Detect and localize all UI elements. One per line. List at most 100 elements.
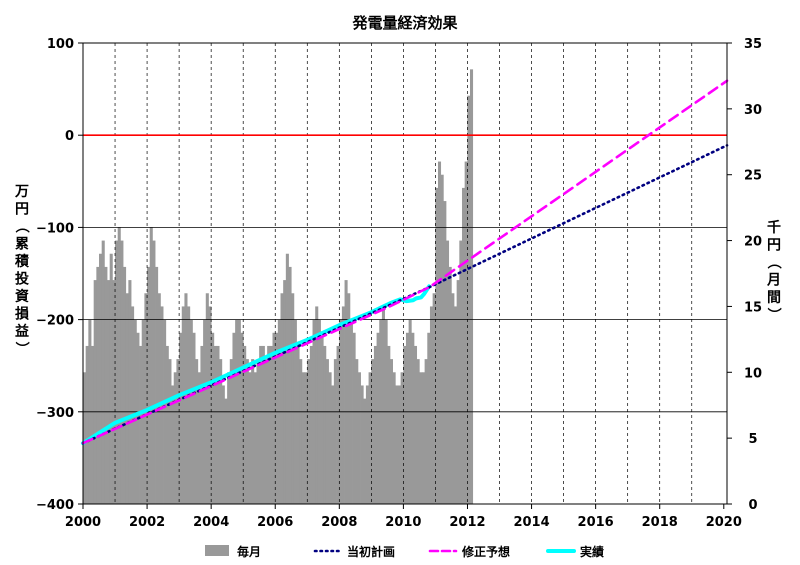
monthly-bar xyxy=(115,240,119,504)
monthly-bar xyxy=(328,372,332,504)
legend-label: 実績 xyxy=(580,544,604,559)
monthly-bar xyxy=(469,69,474,504)
monthly-bar xyxy=(443,201,447,504)
monthly-bar xyxy=(387,345,391,504)
monthly-bar xyxy=(405,332,410,504)
monthly-bar xyxy=(419,372,423,504)
monthly-bar xyxy=(253,372,257,504)
monthly-bar xyxy=(269,345,273,504)
right-tick-label: 30 xyxy=(744,103,762,118)
monthly-bar xyxy=(373,345,377,504)
series-line-actual xyxy=(81,284,432,446)
monthly-bar xyxy=(296,345,300,504)
right-axis-label-char: 円 xyxy=(767,238,781,254)
legend: 毎月 当初計画 修正予想 実績 xyxy=(205,544,604,559)
monthly-bar xyxy=(221,385,225,504)
monthly-bar xyxy=(165,345,169,504)
monthly-bar xyxy=(195,359,199,504)
monthly-bar xyxy=(85,345,89,504)
left-tick-label: −400 xyxy=(36,498,74,513)
monthly-bar xyxy=(131,306,135,504)
monthly-bar xyxy=(285,253,289,504)
monthly-bar xyxy=(381,306,385,504)
monthly-bar xyxy=(93,280,97,504)
monthly-bar xyxy=(299,359,303,504)
monthly-bar xyxy=(227,372,231,504)
monthly-bar xyxy=(125,293,129,504)
monthly-bar xyxy=(256,359,260,504)
right-tick-label: 15 xyxy=(744,300,762,315)
monthly-bar xyxy=(267,345,271,504)
x-tick-label: 2000 xyxy=(65,515,101,530)
monthly-bar xyxy=(259,345,263,504)
left-axis-label-char: 円 xyxy=(15,202,29,218)
monthly-bar xyxy=(109,253,113,504)
monthly-bar xyxy=(363,398,367,504)
monthly-bar xyxy=(251,359,255,504)
monthly-bar xyxy=(101,240,105,504)
monthly-bar xyxy=(149,227,153,504)
monthly-bar xyxy=(459,240,463,504)
monthly-bar xyxy=(232,332,236,504)
left-tick-label: 100 xyxy=(47,37,74,52)
monthly-bar xyxy=(157,293,161,504)
monthly-bar xyxy=(107,280,111,504)
monthly-bar xyxy=(323,345,327,504)
monthly-bar xyxy=(211,332,215,504)
monthly-bar xyxy=(208,306,212,504)
series-line-plan xyxy=(81,144,729,445)
monthly-bar xyxy=(139,345,143,504)
monthly-bar xyxy=(168,359,172,504)
monthly-bars xyxy=(83,69,474,505)
monthly-bar xyxy=(275,332,279,504)
x-tick-label: 2004 xyxy=(193,515,229,530)
monthly-bar xyxy=(117,227,121,504)
right-tick-label: 10 xyxy=(744,366,762,381)
left-axis-label-char: 万 xyxy=(14,184,29,200)
left-axis-label-char: 積 xyxy=(14,253,30,270)
monthly-bar xyxy=(91,345,95,504)
x-tick-label: 2010 xyxy=(385,515,421,530)
monthly-bar xyxy=(307,359,311,504)
monthly-bar xyxy=(411,332,415,504)
monthly-bar xyxy=(264,359,268,504)
monthly-bar xyxy=(245,359,249,504)
monthly-bar xyxy=(120,240,124,504)
left-tick-label: 0 xyxy=(65,129,74,144)
series-lines xyxy=(81,79,729,446)
monthly-bar xyxy=(291,293,295,504)
left-axis-label-char: ） xyxy=(13,342,29,356)
monthly-bar xyxy=(365,385,369,504)
monthly-bar xyxy=(360,385,364,504)
monthly-bar xyxy=(96,266,100,504)
monthly-bar xyxy=(171,385,175,504)
monthly-bar xyxy=(176,359,180,504)
left-axis-label-char: （ xyxy=(13,219,29,233)
monthly-bar xyxy=(216,345,220,504)
monthly-bar xyxy=(400,372,404,504)
monthly-bar xyxy=(272,332,276,504)
monthly-bar xyxy=(229,359,233,504)
monthly-bar xyxy=(352,332,356,504)
right-axis-label-char: 千 xyxy=(767,219,781,236)
monthly-bar xyxy=(347,293,351,504)
monthly-bar xyxy=(341,306,345,504)
right-tick-label: 20 xyxy=(744,235,762,250)
left-axis-label-char: 損 xyxy=(15,306,30,323)
monthly-bar xyxy=(144,293,148,504)
monthly-bar xyxy=(187,306,191,504)
monthly-bar xyxy=(304,372,308,504)
monthly-bar xyxy=(467,95,471,504)
monthly-bar xyxy=(331,385,335,504)
monthly-bar xyxy=(376,332,380,504)
monthly-bar xyxy=(416,359,420,504)
legend-swatch-monthly xyxy=(205,545,229,556)
legend-label: 当初計画 xyxy=(347,544,395,559)
monthly-bar xyxy=(213,345,217,504)
monthly-bar xyxy=(437,161,442,505)
monthly-bar xyxy=(368,372,372,504)
monthly-bar xyxy=(427,332,431,504)
monthly-bar xyxy=(261,345,265,504)
